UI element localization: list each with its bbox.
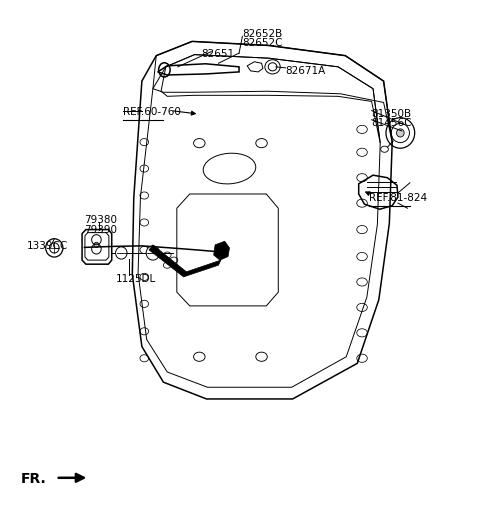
Text: FR.: FR. xyxy=(21,471,47,485)
Text: 81350B: 81350B xyxy=(372,108,412,119)
Text: 82652C: 82652C xyxy=(242,38,283,48)
Polygon shape xyxy=(214,242,229,261)
Ellipse shape xyxy=(146,246,159,261)
Polygon shape xyxy=(149,245,221,277)
Ellipse shape xyxy=(116,247,127,260)
Text: REF.81-824: REF.81-824 xyxy=(369,193,427,203)
Text: 82652B: 82652B xyxy=(242,29,283,39)
Text: REF.60-760: REF.60-760 xyxy=(123,106,180,117)
Text: 82671A: 82671A xyxy=(286,66,326,76)
Text: 1125DL: 1125DL xyxy=(116,274,156,284)
Text: 1339CC: 1339CC xyxy=(27,240,68,250)
Text: 81456C: 81456C xyxy=(372,118,412,128)
Ellipse shape xyxy=(396,130,404,138)
Text: 82651: 82651 xyxy=(201,49,234,59)
Text: 79390: 79390 xyxy=(84,224,118,234)
Text: 79380: 79380 xyxy=(84,215,118,225)
